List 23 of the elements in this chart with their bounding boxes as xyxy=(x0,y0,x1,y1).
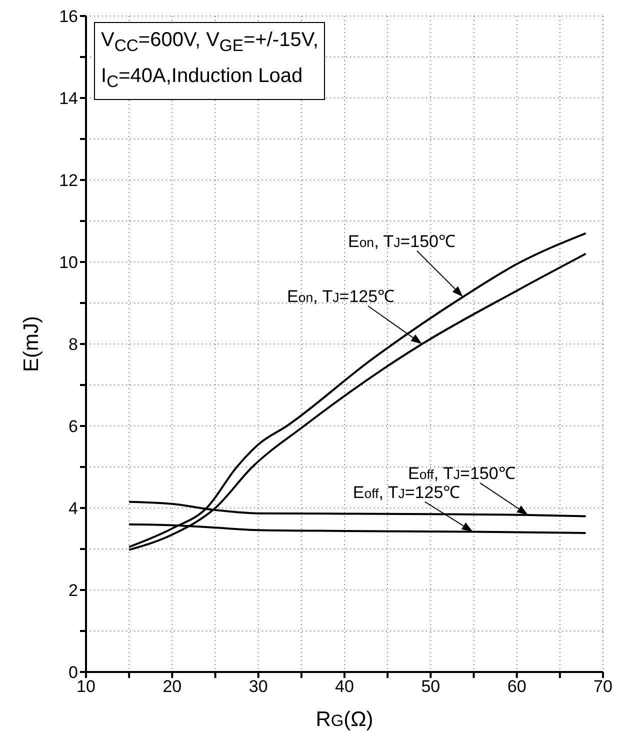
y-tick-label: 8 xyxy=(68,335,78,354)
x-tick-label: 20 xyxy=(162,677,182,696)
x-tick-label: 40 xyxy=(335,677,354,696)
annotation: Eoff, TJ=125℃ xyxy=(352,482,460,502)
x-tick-label: 70 xyxy=(594,677,612,696)
x-tick-label: 60 xyxy=(507,677,526,696)
y-tick-label: 10 xyxy=(59,253,78,272)
y-tick-label: 14 xyxy=(59,89,78,108)
x-tick-label: 50 xyxy=(421,677,440,696)
y-tick-label: 6 xyxy=(68,417,78,436)
y-tick-label: 4 xyxy=(68,499,78,518)
annotation: I$_{C}$=40A,Induction Load xyxy=(101,64,304,93)
y-tick-label: 2 xyxy=(68,581,78,600)
annotation: V$_{CC}$=600V, V$_{GE}$=+/-15V, xyxy=(101,28,318,57)
annotation: Eon, TJ=125℃ xyxy=(287,287,395,306)
y-tick-label: 16 xyxy=(59,7,78,26)
y-axis-title: E(mJ) xyxy=(20,316,43,372)
y-tick-label: 12 xyxy=(59,171,78,190)
annotation: Eoff, TJ=150℃ xyxy=(408,464,516,483)
y-tick-label: 0 xyxy=(68,663,78,682)
x-axis-title: RG(Ω) xyxy=(316,708,374,731)
x-tick-label: 30 xyxy=(248,677,268,696)
annotation: Eon, TJ=150℃ xyxy=(348,232,456,251)
